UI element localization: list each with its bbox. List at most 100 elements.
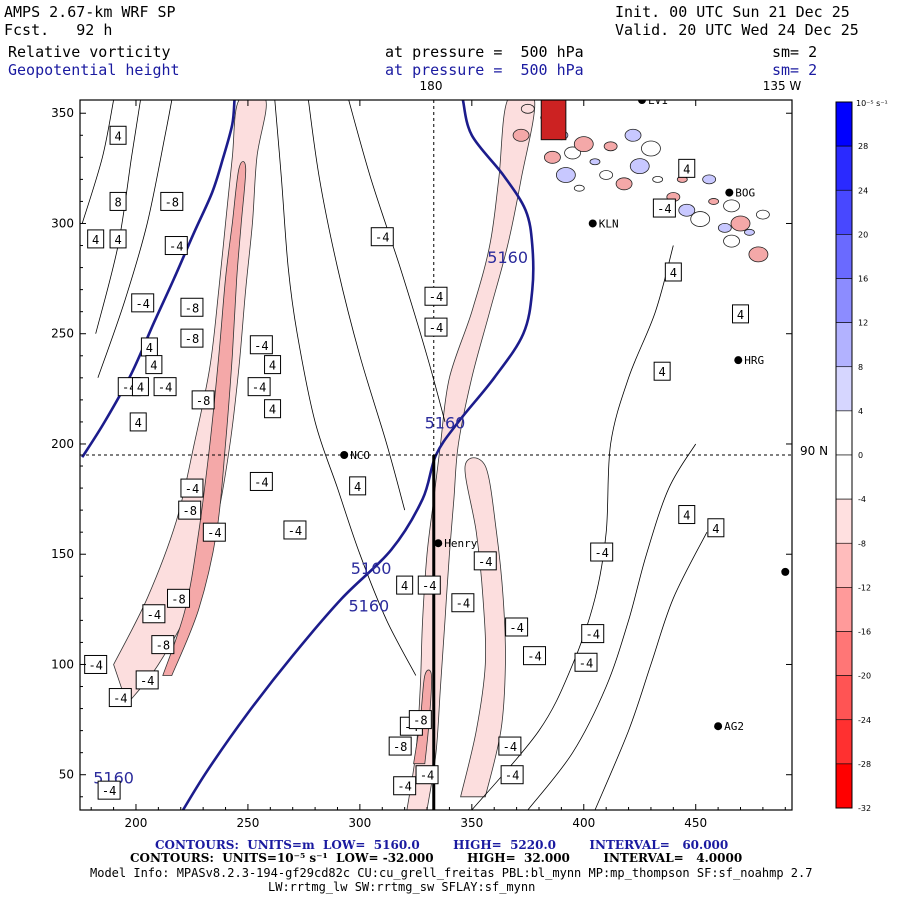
top-lon-label-180: 180 [420, 79, 443, 93]
vorticity-label: -4 [498, 736, 522, 756]
height-contour-5160-east [181, 100, 535, 810]
vorticity-cell [690, 211, 711, 227]
vorticity-label-box [500, 765, 524, 785]
vorticity-label: 4 [87, 229, 105, 249]
station-label: Henry [444, 537, 477, 550]
vorticity-band-band-neg4-east [460, 457, 506, 798]
vorticity-label: -8 [408, 710, 432, 730]
colorbar-tick-label: 4 [858, 407, 863, 416]
footer-vorticity-contours: CONTOURS: UNITS=10⁻⁵ s⁻¹ LOW= -32.000 HI… [130, 851, 743, 865]
plot-clip-group: 51605160516051605160-8-4-8-8-8-4-8-4-8-4… [80, 100, 792, 810]
vorticity-label-box [388, 736, 412, 756]
vorticity-label: 4 [678, 158, 696, 178]
vorticity-label-text: -8 [171, 592, 185, 606]
vorticity-label-text: -4 [429, 321, 443, 335]
vorticity-label-text: -8 [182, 504, 196, 518]
colorbar-swatch [835, 454, 853, 500]
vorticity-label: 4 [145, 355, 163, 375]
vorticity-label: 4 [109, 125, 127, 145]
vorticity-label-box [283, 520, 307, 540]
field1-name: Relative vorticity [8, 43, 171, 61]
vorticity-label-box [131, 377, 149, 397]
vorticity-label-box [264, 355, 282, 375]
vorticity-label-box [178, 500, 202, 520]
height-contour-label: 5160 [487, 248, 528, 267]
vorticity-label-text: -8 [393, 740, 407, 754]
station-marker [340, 451, 349, 459]
vorticity-cell [641, 140, 661, 157]
station-marker [725, 188, 734, 197]
vorticity-label: -4 [283, 520, 307, 540]
vorticity-label-box [408, 710, 432, 730]
colorbar-tick-label: 20 [858, 230, 868, 239]
vorticity-label-box [652, 198, 676, 218]
vorticity-label-text: 4 [401, 579, 408, 593]
vorticity-label-text: 4 [737, 308, 744, 322]
colorbar-tick-label: -4 [858, 495, 866, 504]
vorticity-label-text: 8 [114, 195, 121, 209]
vorticity-label-text: 4 [683, 162, 690, 176]
vorticity-label-text: 4 [712, 522, 719, 536]
vorticity-label: -4 [590, 542, 614, 562]
vorticity-label-box [574, 652, 598, 672]
vorticity-label: -4 [415, 765, 439, 785]
station-label: HRG [744, 354, 764, 367]
colorbar-swatch [835, 587, 853, 632]
vorticity-label-text: 4 [269, 403, 276, 417]
colorbar-tick-label: 28 [858, 142, 868, 151]
vorticity-label-box [202, 522, 226, 542]
colorbar-frame [835, 101, 853, 809]
colorbar-swatch [835, 322, 853, 368]
vorticity-label-box [473, 551, 497, 571]
vorticity-cell [573, 184, 585, 192]
vorticity-cell [723, 199, 740, 213]
colorbar-tick-label: -16 [858, 628, 871, 637]
valid-time: Valid. 20 UTC Wed 24 Dec 25 [615, 21, 859, 39]
vorticity-label-box [393, 776, 417, 796]
vorticity-label-text: -4 [147, 608, 161, 622]
x-tick-label: 450 [684, 816, 707, 830]
vorticity-label: -4 [84, 654, 108, 674]
right-lat-label-90n: 90 N [800, 444, 828, 458]
station-label: KLN [599, 217, 619, 230]
vorticity-label: -4 [393, 776, 417, 796]
vorticity-cell [624, 128, 642, 142]
colorbar-tick-label: -12 [858, 583, 871, 592]
vorticity-label-text: -4 [135, 297, 149, 311]
top-lon-label-135w: 135 W [763, 79, 802, 93]
vorticity-label: 4 [109, 229, 127, 249]
vorticity-label: 4 [678, 505, 696, 525]
vorticity-cell [744, 228, 755, 236]
vorticity-label-box [732, 304, 750, 324]
vorticity-label-box [451, 593, 475, 613]
vorticity-label: -8 [160, 191, 184, 211]
vorticity-label: 4 [349, 476, 367, 496]
colorbar-swatch [835, 189, 853, 235]
station-unnamed [781, 567, 790, 576]
colorbar-tick-label: 0 [858, 451, 863, 460]
vorticity-cell [730, 215, 751, 232]
station-marker [714, 722, 723, 731]
vorticity-label-box [264, 399, 282, 419]
vorticity-contour-line [97, 100, 173, 378]
field2-level: at pressure = 500 hPa [385, 61, 584, 79]
vorticity-label-text: -4 [579, 656, 593, 670]
vorticity-contour-line [308, 100, 406, 511]
vorticity-label-box [142, 604, 166, 624]
vorticity-band-band-neg4-center [406, 100, 536, 810]
vorticity-label: -4 [202, 522, 226, 542]
vorticity-label: -4 [652, 198, 676, 218]
vorticity-label-box [191, 390, 215, 410]
vorticity-label-text: -4 [527, 650, 541, 664]
vorticity-cell [589, 158, 601, 166]
vorticity-label: 4 [664, 262, 682, 282]
vorticity-label-box [707, 518, 725, 538]
station-marker [637, 100, 646, 104]
colorbar-swatch [835, 675, 853, 721]
vorticity-label-box [153, 377, 177, 397]
vorticity-cell [564, 146, 581, 160]
vorticity-label-box [249, 335, 273, 355]
vorticity-label-text: -4 [207, 526, 221, 540]
vorticity-cell [555, 167, 576, 183]
